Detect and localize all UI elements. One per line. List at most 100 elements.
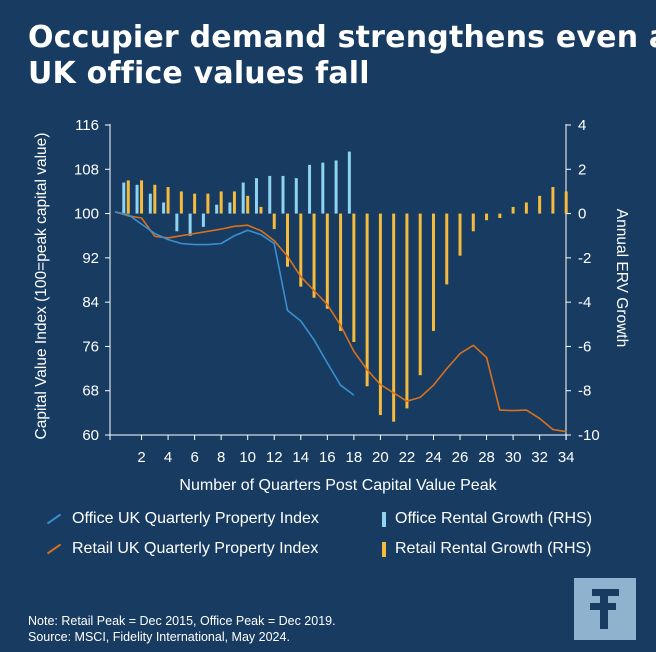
legend-retail-index-label: Retail UK Quarterly Property Index [72, 540, 319, 557]
office-index-line [114, 211, 355, 396]
x-tick-label: 26 [452, 449, 469, 466]
x-axis-label: Number of Quarters Post Capital Value Pe… [179, 477, 497, 494]
right-y-tick-label: 2 [578, 161, 586, 178]
left-y-tick-label: 60 [82, 427, 99, 444]
note-peak-dates: Note: Retail Peak = Dec 2015, Office Pea… [28, 614, 336, 628]
legend-retail-rental-label: Retail Rental Growth (RHS) [395, 540, 592, 557]
retail-index-line [114, 211, 567, 433]
retail-rental-bar [339, 213, 343, 331]
legend-office-index-label: Office UK Quarterly Property Index [72, 510, 319, 527]
retail-rental-bar [365, 213, 369, 387]
x-tick-label: 8 [217, 449, 225, 466]
office-rental-bar [294, 178, 298, 214]
left-y-axis-label: Capital Value Index (100=peak capital va… [33, 133, 50, 440]
chart-title: Occupier demand strengthens even as UK o… [28, 20, 656, 92]
retail-rental-bar [193, 193, 197, 214]
x-tick-label: 10 [239, 449, 256, 466]
retail-rental-bar [564, 191, 568, 214]
retail-rental-bar [232, 191, 236, 214]
retail-rental-bar [418, 213, 422, 376]
axes: Number of Quarters Post Capital Value Pe… [33, 124, 630, 494]
legend-office-rental-label: Office Rental Growth (RHS) [395, 510, 593, 527]
retail-rental-bar [378, 213, 382, 416]
left-y-tick-label: 76 [82, 338, 99, 355]
x-tick-label: 16 [319, 449, 336, 466]
office-rental-bar [188, 213, 192, 236]
x-tick-label: 14 [292, 449, 309, 466]
retail-rental-bar [126, 180, 130, 214]
legend-retail-rental: Retail Rental Growth (RHS) [376, 540, 592, 558]
left-y-tick-label: 84 [82, 294, 99, 311]
office-rental-bar [175, 213, 179, 232]
retail-rental-bar [179, 191, 183, 214]
retail-rental-bar [299, 213, 303, 287]
retail-rental-bar [524, 202, 528, 214]
right-y-tick-label: -6 [578, 338, 591, 355]
retail-rental-bar [140, 180, 144, 214]
x-tick-label: 22 [399, 449, 416, 466]
retail-rental-bar [352, 213, 356, 342]
retail-rental-bar [259, 206, 263, 214]
right-y-tick-label: 4 [578, 117, 586, 134]
office-rental-bar [162, 202, 166, 214]
line-series [114, 211, 567, 433]
retail-rental-bar [153, 184, 157, 214]
office-rental-bar [241, 182, 245, 214]
office-rental-bar [215, 204, 219, 214]
left-y-tick-label: 100 [74, 206, 99, 223]
office-rental-bar [308, 164, 312, 214]
legend-retail-rental-swatch [382, 541, 386, 557]
retail-rental-bar [431, 213, 435, 331]
legend-retail-index-swatch [46, 543, 62, 555]
retail-rental-bar [286, 213, 290, 267]
note-source: Source: MSCI, Fidelity International, Ma… [28, 630, 290, 644]
left-y-tick-label: 68 [82, 383, 99, 400]
office-rental-bar [321, 162, 325, 214]
office-rental-bar [334, 160, 338, 214]
left-y-tick-label: 116 [75, 117, 99, 134]
bar-series [122, 151, 568, 422]
retail-rental-bar [272, 213, 276, 230]
legend-office-rental-swatch [382, 511, 386, 527]
x-tick-label: 28 [478, 449, 495, 466]
right-y-tick-label: -2 [578, 250, 591, 267]
retail-rental-bar [325, 213, 329, 309]
left-y-tick-label: 92 [82, 250, 99, 267]
retail-rental-bar [219, 191, 223, 214]
retail-rental-bar [458, 213, 462, 256]
right-y-tick-label: -10 [578, 427, 600, 444]
retail-rental-bar [206, 193, 210, 214]
office-rental-bar [228, 202, 232, 214]
office-rental-bar [254, 178, 258, 214]
retail-rental-bar [392, 213, 396, 422]
fidelity-logo [574, 578, 636, 640]
x-tick-label: 4 [164, 449, 172, 466]
retail-rental-bar [511, 206, 515, 214]
x-tick-label: 30 [505, 449, 522, 466]
chart-notes: Note: Retail Peak = Dec 2015, Office Pea… [28, 613, 336, 645]
right-y-tick-label: 0 [578, 206, 586, 223]
legend-office-index: Office UK Quarterly Property Index [46, 510, 319, 528]
retail-rental-bar [538, 195, 542, 214]
retail-rental-bar [485, 213, 489, 221]
fidelity-f-logo-icon [590, 589, 619, 629]
legend-retail-index: Retail UK Quarterly Property Index [46, 540, 318, 558]
legend-office-index-swatch [46, 513, 62, 525]
retail-rental-bar [498, 213, 502, 218]
retail-rental-bar [551, 187, 555, 214]
retail-rental-bar [445, 213, 449, 285]
legend-office-rental: Office Rental Growth (RHS) [376, 510, 592, 528]
retail-rental-bar [312, 213, 316, 298]
office-rental-bar [347, 151, 351, 214]
x-tick-label: 2 [137, 449, 145, 466]
retail-rental-bar [471, 213, 475, 232]
x-tick-label: 6 [190, 449, 198, 466]
x-tick-label: 24 [425, 449, 442, 466]
right-y-tick-label: -8 [578, 383, 591, 400]
x-tick-label: 20 [372, 449, 389, 466]
x-tick-label: 18 [346, 449, 363, 466]
right-y-axis-label: Annual ERV Growth [613, 209, 630, 347]
x-tick-label: 32 [531, 449, 548, 466]
